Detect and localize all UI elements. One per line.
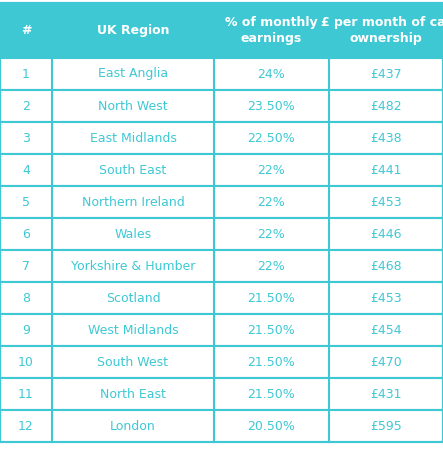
Text: £482: £482 (370, 99, 402, 112)
Text: #: # (21, 24, 31, 37)
Text: 3: 3 (22, 131, 30, 144)
Text: 9: 9 (22, 324, 30, 337)
Text: £441: £441 (370, 163, 402, 176)
Text: 10: 10 (18, 356, 34, 369)
Bar (214, 3, 329, 58)
Bar (0, 314, 443, 346)
Text: 22%: 22% (258, 163, 285, 176)
Text: £ per month of car
ownership: £ per month of car ownership (321, 16, 443, 45)
Text: East Anglia: East Anglia (98, 68, 168, 81)
Text: 8: 8 (22, 292, 30, 305)
Text: Scotland: Scotland (106, 292, 160, 305)
Text: 22%: 22% (258, 195, 285, 208)
Text: 6: 6 (22, 228, 30, 240)
Bar (0, 186, 443, 218)
Text: East Midlands: East Midlands (89, 131, 176, 144)
Bar (0, 3, 52, 58)
Bar (0, 346, 443, 378)
Text: 4: 4 (22, 163, 30, 176)
Text: 23.50%: 23.50% (248, 99, 295, 112)
Text: £431: £431 (370, 387, 402, 400)
Bar (0, 282, 443, 314)
Text: £437: £437 (370, 68, 402, 81)
Text: 21.50%: 21.50% (248, 356, 295, 369)
Bar (0, 122, 443, 154)
Text: 22.50%: 22.50% (248, 131, 295, 144)
Text: 21.50%: 21.50% (248, 292, 295, 305)
Text: West Midlands: West Midlands (88, 324, 179, 337)
Text: 21.50%: 21.50% (248, 387, 295, 400)
Text: £468: £468 (370, 260, 402, 273)
Text: Northern Ireland: Northern Ireland (82, 195, 184, 208)
Bar (52, 3, 214, 58)
Text: 1: 1 (22, 68, 30, 81)
Bar (0, 154, 443, 186)
Text: South West: South West (97, 356, 168, 369)
Text: £453: £453 (370, 195, 402, 208)
Text: Yorkshire & Humber: Yorkshire & Humber (71, 260, 195, 273)
Bar (0, 3, 443, 58)
Text: 11: 11 (18, 387, 34, 400)
Text: Wales: Wales (114, 228, 152, 240)
Text: 21.50%: 21.50% (248, 324, 295, 337)
Text: North West: North West (98, 99, 168, 112)
Text: £438: £438 (370, 131, 402, 144)
Text: £454: £454 (370, 324, 402, 337)
Text: 22%: 22% (258, 260, 285, 273)
Text: 7: 7 (22, 260, 30, 273)
Text: £453: £453 (370, 292, 402, 305)
Text: 22%: 22% (258, 228, 285, 240)
Bar (0, 250, 443, 282)
Text: North East: North East (100, 387, 166, 400)
Text: % of monthly
earnings: % of monthly earnings (225, 16, 318, 45)
Text: 24%: 24% (258, 68, 285, 81)
Text: 12: 12 (18, 419, 34, 432)
Bar (0, 218, 443, 250)
Text: 2: 2 (22, 99, 30, 112)
Text: South East: South East (99, 163, 167, 176)
Text: London: London (110, 419, 156, 432)
Text: £595: £595 (370, 419, 402, 432)
Text: UK Region: UK Region (97, 24, 169, 37)
Text: 5: 5 (22, 195, 30, 208)
Bar (0, 90, 443, 122)
Text: 20.50%: 20.50% (248, 419, 295, 432)
Bar (0, 410, 443, 442)
Text: £446: £446 (370, 228, 402, 240)
Bar (0, 378, 443, 410)
Text: £470: £470 (370, 356, 402, 369)
Bar (0, 58, 443, 90)
Bar (329, 3, 443, 58)
